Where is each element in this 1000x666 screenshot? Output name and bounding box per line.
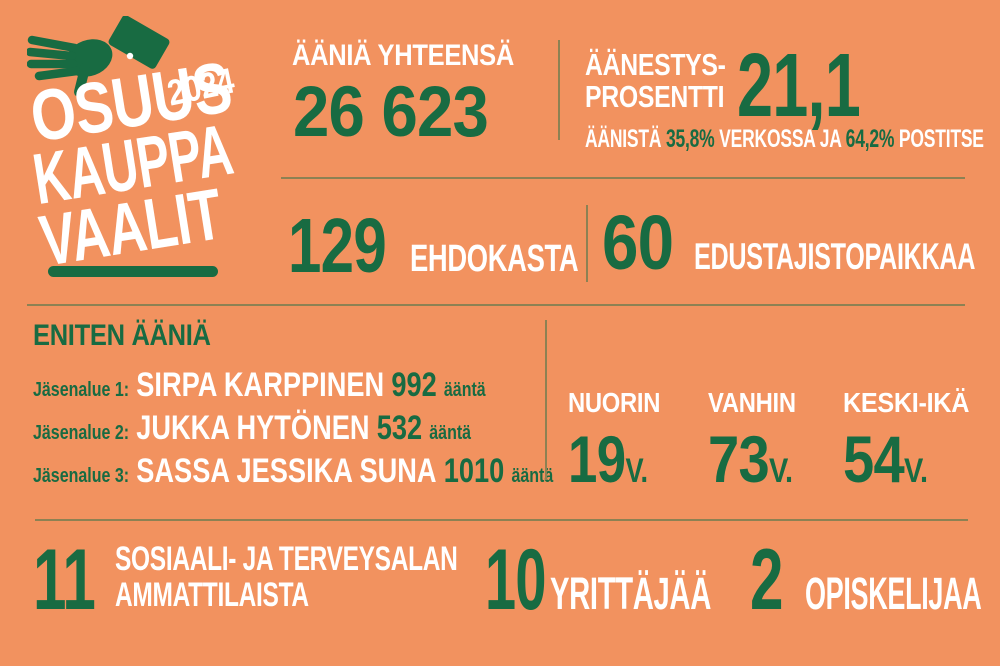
most-votes-row-3: Jäsenalue 3: SASSA JESSIKA SUNA 1010 ääntä — [33, 454, 553, 488]
age-unit: V. — [904, 452, 928, 490]
profession-2-label: YRITTÄJÄÄ — [550, 568, 711, 619]
divider-horizontal-1 — [281, 177, 965, 179]
age-value: 54V. — [843, 422, 928, 496]
divider-vertical-middle — [586, 205, 588, 282]
votes-total-value: 26 623 — [293, 73, 489, 152]
most-votes-row-1: Jäsenalue 1: SIRPA KARPPINEN 992 ääntä — [33, 368, 486, 402]
profession-2-value: 10 — [485, 532, 547, 628]
age-oldest: VANHIN 73V. — [708, 387, 811, 496]
logo-wordmark: OSUUS KAUPPA VAALIT — [17, 47, 249, 282]
seats-value: 60 — [602, 200, 674, 286]
divider-vertical-ages — [545, 320, 547, 480]
divider-vertical-top — [558, 40, 560, 140]
age-value: 73V. — [708, 422, 793, 496]
turnout-breakdown: ÄÄNISTÄ 35,8% VERKOSSA JA 64,2% POSTITSE — [585, 127, 984, 152]
breakdown-segment: VERKOSSA JA — [714, 125, 846, 153]
candidates-value: 129 — [288, 203, 387, 289]
member-area-label: Jäsenalue 2: — [33, 422, 130, 444]
votes-unit: ääntä — [429, 422, 472, 444]
age-label: KESKI-IKÄ — [843, 387, 970, 418]
seats-label: EDUSTAJISTOPAIKKAA — [694, 236, 976, 277]
member-area-label: Jäsenalue 3: — [33, 465, 130, 487]
breakdown-online-share: 35,8% — [665, 125, 715, 153]
candidate-name: SIRPA KARPPINEN — [136, 366, 385, 404]
age-label: NUORIN — [568, 387, 661, 418]
age-average: KESKI-IKÄ 54V. — [843, 387, 983, 496]
ballot-slot-bar — [48, 266, 218, 277]
candidate-votes: 1010 — [443, 452, 505, 490]
divider-horizontal-2 — [27, 304, 965, 306]
age-label: VANHIN — [708, 387, 796, 418]
most-votes-title: ENITEN ÄÄNIÄ — [33, 319, 211, 352]
breakdown-postal-share: 64,2% — [845, 125, 895, 153]
breakdown-segment: ÄÄNISTÄ — [585, 125, 666, 153]
age-youngest: NUORIN 19V. — [568, 387, 676, 496]
votes-unit: ääntä — [443, 379, 486, 401]
turnout-label: ÄÄNESTYS- PROSENTTI — [585, 47, 726, 114]
most-votes-row-2: Jäsenalue 2: JUKKA HYTÖNEN 532 ääntä — [33, 411, 471, 445]
votes-unit: ääntä — [511, 465, 554, 487]
profession-1-value: 11 — [33, 532, 96, 628]
candidates-label: EHDOKASTA — [410, 238, 579, 280]
candidate-name: SASSA JESSIKA SUNA — [136, 452, 437, 490]
candidate-votes: 532 — [376, 409, 423, 447]
hand-dropping-ballot-icon — [27, 16, 170, 97]
turnout-value: 21,1 — [737, 36, 861, 136]
age-unit: V. — [769, 452, 793, 490]
logo-word-vaalit: VAALIT — [34, 174, 228, 282]
breakdown-segment: POSTITSE — [894, 125, 984, 153]
profession-1-label: SOSIAALI- JA TERVEYSALAN AMMATTILAISTA — [115, 540, 458, 614]
member-area-label: Jäsenalue 1: — [33, 379, 130, 401]
candidate-name: JUKKA HYTÖNEN — [136, 409, 370, 447]
age-value: 19V. — [568, 422, 648, 496]
divider-horizontal-3 — [35, 519, 968, 521]
profession-3-label: OPISKELIJAA — [805, 568, 982, 619]
profession-3-value: 2 — [750, 532, 783, 628]
candidate-votes: 992 — [391, 366, 437, 404]
votes-total-label: ÄÄNIÄ YHTEENSÄ — [292, 39, 514, 72]
age-unit: V. — [625, 452, 648, 490]
